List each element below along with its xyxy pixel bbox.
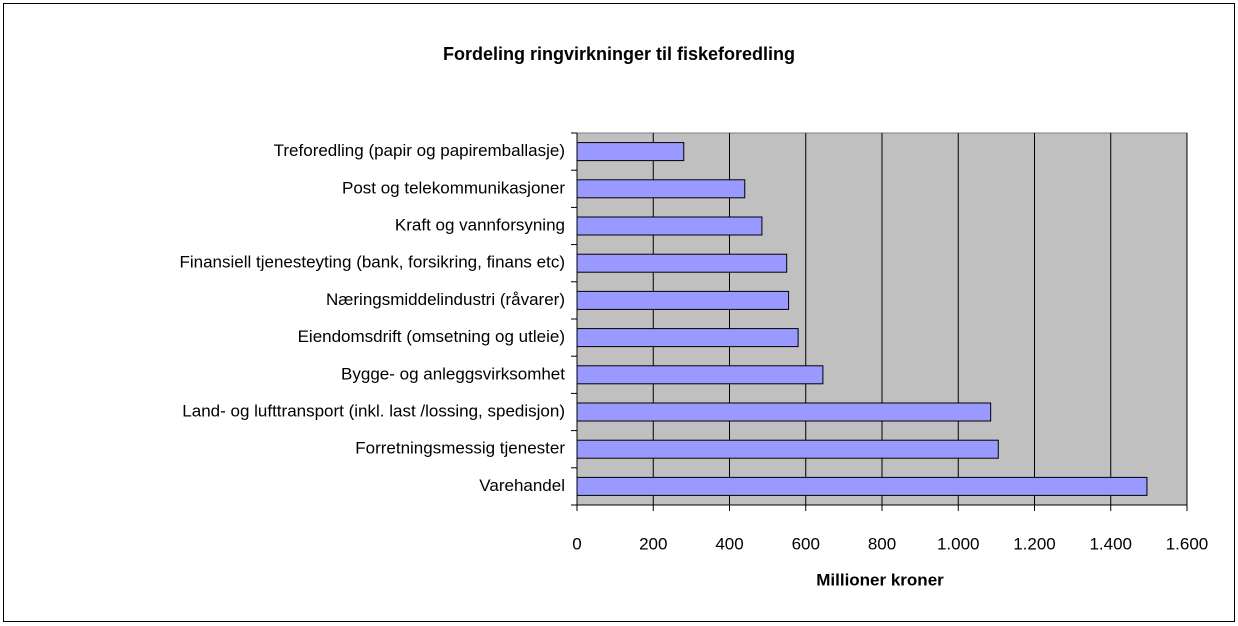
x-tick-label: 0 bbox=[572, 534, 581, 553]
bar bbox=[576, 439, 999, 459]
x-tick-label: 800 bbox=[868, 534, 896, 553]
bar bbox=[576, 328, 799, 348]
y-tick-label: Finansiell tjenesteyting (bank, forsikri… bbox=[179, 253, 565, 272]
bar bbox=[576, 253, 788, 273]
x-tick-label: 1.600 bbox=[1166, 534, 1209, 553]
chart-title: Fordeling ringvirkninger til fiskeforedl… bbox=[443, 44, 795, 64]
x-tick-label: 1.200 bbox=[1013, 534, 1056, 553]
bar bbox=[576, 179, 746, 199]
x-axis-label: Millioner kroner bbox=[816, 570, 944, 589]
y-tick-label: Kraft og vannforsyning bbox=[395, 215, 565, 234]
bar bbox=[576, 476, 1148, 496]
bar bbox=[576, 216, 763, 236]
x-tick-label: 1.400 bbox=[1089, 534, 1132, 553]
bar bbox=[576, 142, 685, 162]
bar bbox=[576, 290, 790, 310]
bar bbox=[576, 402, 992, 422]
y-tick-label: Eiendomsdrift (omsetning og utleie) bbox=[298, 327, 565, 346]
y-tick-label: Næringsmiddelindustri (råvarer) bbox=[326, 290, 565, 309]
y-tick-label: Treforedling (papir og papiremballasje) bbox=[274, 141, 565, 160]
x-tick-label: 1.000 bbox=[937, 534, 980, 553]
y-tick-label: Bygge- og anleggsvirksomhet bbox=[341, 364, 565, 383]
x-tick-label: 400 bbox=[715, 534, 743, 553]
y-tick-label: Land- og lufttransport (inkl. last /loss… bbox=[182, 401, 565, 420]
x-tick-label: 200 bbox=[639, 534, 667, 553]
y-tick-label: Post og telekommunikasjoner bbox=[342, 178, 565, 197]
x-tick-label: 600 bbox=[792, 534, 820, 553]
y-tick-label: Forretningsmessig tjenester bbox=[355, 439, 565, 458]
bar bbox=[576, 365, 824, 385]
y-tick-label: Varehandel bbox=[479, 476, 565, 495]
